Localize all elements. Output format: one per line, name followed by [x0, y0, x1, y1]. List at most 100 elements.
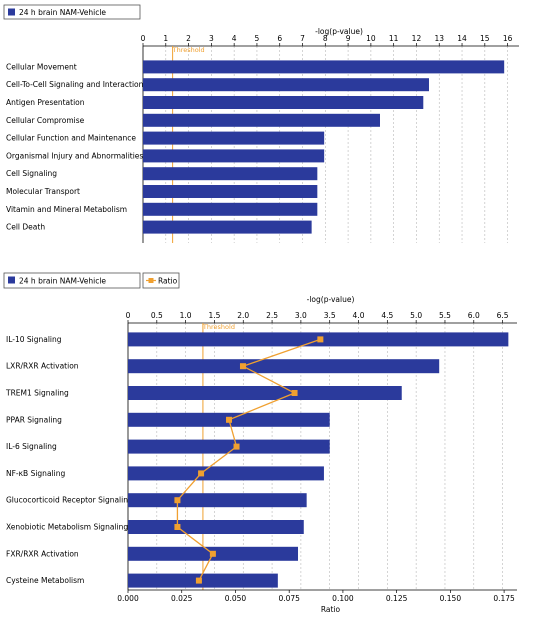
- category-label: Xenobiotic Metabolism Signaling: [6, 523, 128, 532]
- ratio-point: [174, 497, 181, 504]
- bar: [143, 131, 325, 145]
- tick-label: 7: [300, 34, 305, 43]
- bar: [128, 439, 330, 454]
- tick-label: 13: [434, 34, 444, 43]
- x2-tick-label: 0.075: [278, 594, 300, 603]
- tick-label: 4.0: [353, 311, 365, 320]
- bar: [143, 78, 429, 92]
- tick-label: 11: [389, 34, 399, 43]
- tick-label: 2: [186, 34, 191, 43]
- bar: [143, 185, 318, 198]
- category-label: LXR/RXR Activation: [6, 362, 79, 371]
- legend-label: 24 h brain NAM-Vehicle: [19, 8, 106, 17]
- category-label: Cell Death: [6, 223, 45, 232]
- tick-label: 8: [323, 34, 328, 43]
- bar: [128, 520, 304, 534]
- ratio-point: [317, 336, 324, 343]
- tick-label: 0: [141, 34, 146, 43]
- category-label: Cellular Compromise: [6, 116, 85, 125]
- category-label: IL-10 Signaling: [6, 335, 62, 344]
- bar: [143, 167, 318, 181]
- tick-label: 14: [457, 34, 467, 43]
- x2-tick-label: 0.150: [440, 594, 462, 603]
- bar: [143, 149, 325, 163]
- legend-label: Ratio: [158, 276, 178, 285]
- ratio-point: [226, 416, 233, 423]
- legend-marker: [148, 278, 154, 283]
- category-label: TREM1 Signaling: [5, 389, 69, 398]
- legend-swatch: [8, 276, 15, 284]
- legend-box: [142, 272, 180, 289]
- category-label: Cell Signaling: [6, 169, 57, 178]
- category-label: Cellular Function and Maintenance: [6, 134, 136, 143]
- threshold-label: Threshold: [202, 323, 235, 331]
- chart-top-panel: 24 h brain NAM-Vehicle -log(p-value) 0 1 2 3 4…: [3, 4, 519, 243]
- bar: [128, 359, 440, 374]
- tick-label: 6.0: [468, 311, 480, 320]
- ratio-point: [209, 550, 216, 557]
- legend-box: [3, 4, 141, 20]
- category-label: Vitamin and Mineral Metabolism: [6, 205, 127, 214]
- tick-label: 10: [366, 34, 376, 43]
- category-label: Cysteine Metabolism: [6, 576, 84, 585]
- ratio-point: [174, 524, 181, 530]
- x2-tick-label: 0.100: [332, 594, 354, 603]
- tick-label: 9: [346, 34, 351, 43]
- bar: [128, 573, 278, 588]
- bar: [143, 113, 380, 127]
- x2-axis-title: Ratio: [321, 605, 341, 613]
- category-label: Cell-To-Cell Signaling and Interaction: [6, 80, 144, 89]
- tick-label: 3: [209, 34, 214, 43]
- chart-bottom-panel: 24 h brain NAM-Vehicle Ratio -log(p-value)…: [3, 272, 517, 614]
- bar: [128, 466, 324, 481]
- bar: [143, 60, 505, 74]
- bar: [143, 220, 312, 234]
- tick-label: 5.5: [439, 311, 451, 320]
- x2-tick-label: 0.000: [117, 594, 139, 603]
- category-label: IL-6 Signaling: [6, 442, 57, 451]
- tick-label: 6: [277, 34, 282, 43]
- bar: [143, 96, 424, 109]
- category-label: Antigen Presentation: [6, 98, 85, 107]
- category-label: Glucocorticoid Receptor Signaling: [6, 496, 133, 505]
- tick-label: 12: [412, 34, 422, 43]
- category-label: Cellular Movement: [6, 62, 77, 71]
- x2-tick-label: 0.050: [225, 594, 247, 603]
- category-label: Molecular Transport: [6, 187, 80, 196]
- tick-label: 0.5: [151, 311, 163, 320]
- x2-tick-label: 0.025: [171, 594, 193, 603]
- tick-label: 6.5: [497, 311, 509, 320]
- category-label: FXR/RXR Activation: [6, 549, 79, 558]
- tick-label: 5: [255, 34, 260, 43]
- ratio-point: [233, 443, 240, 450]
- ratio-point: [195, 577, 202, 584]
- tick-label: 2.0: [237, 311, 249, 320]
- tick-label: 5.0: [410, 311, 422, 320]
- category-label: PPAR Signaling: [6, 415, 62, 424]
- threshold-label: Threshold: [172, 46, 205, 54]
- tick-label: 0: [126, 311, 131, 320]
- axis-title: -log(p-value): [315, 27, 363, 36]
- tick-label: 4.5: [381, 311, 393, 320]
- bar: [128, 386, 402, 400]
- category-label: NF-κB Signaling: [6, 469, 65, 478]
- ratio-line: [176, 338, 321, 581]
- tick-label: 3.5: [324, 311, 336, 320]
- tick-label: 1.5: [208, 311, 220, 320]
- tick-label: 1.0: [180, 311, 192, 320]
- x2-tick-label: 0.125: [386, 594, 408, 603]
- tick-label: 16: [503, 34, 513, 43]
- x2-tick-label: 0.175: [493, 594, 515, 603]
- ratio-point: [239, 363, 246, 370]
- ratio-point: [291, 390, 298, 396]
- legend-box: [3, 272, 141, 289]
- legend-label: 24 h brain NAM-Vehicle: [19, 276, 106, 285]
- tick-label: 15: [480, 34, 490, 43]
- tick-label: 2.5: [266, 311, 278, 320]
- axis-title: -log(p-value): [307, 295, 355, 304]
- tick-label: 4: [232, 34, 237, 43]
- bar: [143, 202, 318, 216]
- ratio-point: [198, 470, 205, 477]
- legend-swatch: [8, 8, 15, 16]
